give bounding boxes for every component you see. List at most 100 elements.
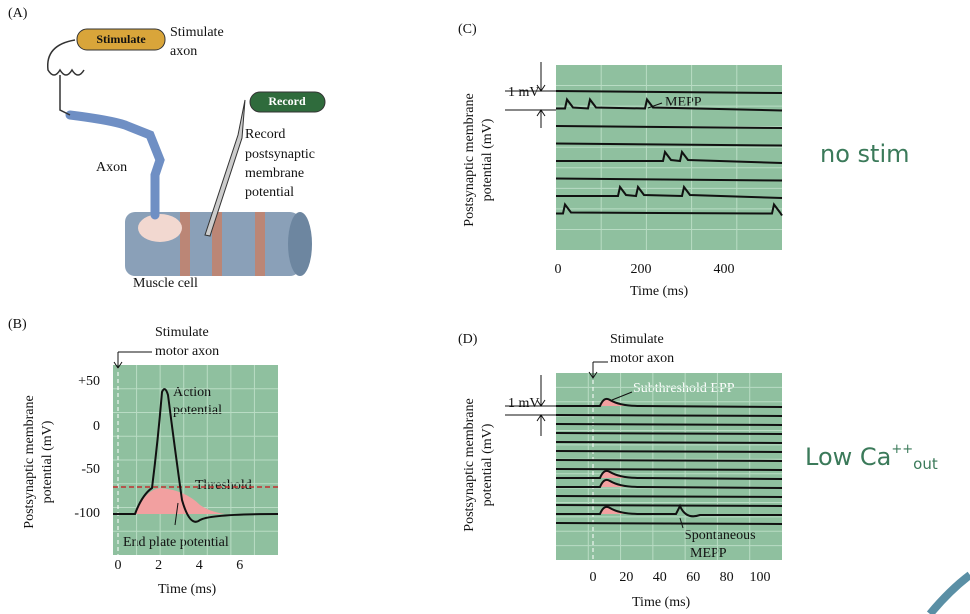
label: Axon <box>96 160 127 175</box>
annotation: Spontaneous <box>684 528 756 543</box>
panel-a-drawing <box>47 28 326 276</box>
trace <box>555 423 783 426</box>
x-label: Time (ms) <box>158 582 217 597</box>
epp-area <box>135 488 225 514</box>
arrow <box>588 361 608 379</box>
trace <box>556 149 783 164</box>
trace <box>555 432 783 435</box>
y-tick-label: -50 <box>81 462 100 477</box>
trace <box>555 459 783 462</box>
trace <box>556 97 783 112</box>
trace <box>556 397 783 408</box>
panel-tag: (D) <box>458 332 478 347</box>
plot-area <box>556 373 782 560</box>
x-tick-label: 4 <box>196 558 203 573</box>
annotation: Action <box>173 385 211 400</box>
panel-tag: (A) <box>8 6 28 21</box>
label: membrane <box>245 166 304 181</box>
trace <box>555 450 783 453</box>
button-label: Stimulate <box>96 32 146 46</box>
label: Stimulate <box>170 25 224 40</box>
scale-bar <box>505 375 556 436</box>
label: motor axon <box>155 344 219 359</box>
y-label: potential (mV) <box>40 420 55 503</box>
trace <box>555 522 783 525</box>
y-label: Postsynaptic membrane <box>22 395 37 528</box>
action-potential-trace <box>113 388 279 523</box>
band <box>255 212 265 276</box>
annotation: Threshold <box>195 478 252 493</box>
y-label: potential (mV) <box>480 423 495 506</box>
trace <box>555 142 783 147</box>
label: Stimulate <box>155 325 209 340</box>
panel-tag: (C) <box>458 22 477 37</box>
y-tick-label: 0 <box>93 419 100 434</box>
y-tick-label: +50 <box>78 374 100 389</box>
trace <box>555 414 783 417</box>
x-tick-label: 0 <box>590 570 597 585</box>
x-tick-label: 6 <box>236 558 243 573</box>
trace <box>555 495 783 498</box>
y-label: Postsynaptic membrane <box>462 93 477 226</box>
record-button <box>249 91 326 113</box>
stim-wire <box>47 39 85 116</box>
label: Muscle cell <box>133 276 198 291</box>
pointer <box>174 502 179 526</box>
annotation: potential <box>173 403 222 418</box>
panel-tag: (B) <box>8 317 27 332</box>
x-tick-label: 40 <box>653 570 667 585</box>
pointer <box>611 391 684 529</box>
x-tick-label: 0 <box>115 558 122 573</box>
trace <box>555 177 783 182</box>
label: Record <box>245 127 285 142</box>
decor <box>926 571 970 614</box>
y-label: potential (mV) <box>480 118 495 201</box>
x-tick-label: 0 <box>555 262 562 277</box>
band <box>180 212 190 276</box>
trace <box>556 469 783 480</box>
trace <box>556 184 783 199</box>
trace <box>556 478 783 489</box>
stimulate-button <box>76 28 166 51</box>
trace <box>556 202 783 217</box>
trace <box>555 504 783 507</box>
side-label: no stim <box>820 140 909 168</box>
trace <box>556 503 782 518</box>
trace <box>555 441 783 444</box>
label: postsynaptic <box>245 147 315 162</box>
x-tick-label: 2 <box>155 558 162 573</box>
button-label: Record <box>268 94 306 108</box>
y-label: Postsynaptic membrane <box>462 398 477 531</box>
text: Low Ca <box>805 443 891 471</box>
muscle-end <box>288 212 312 276</box>
x-tick-label: 20 <box>619 570 633 585</box>
label: potential <box>245 185 294 200</box>
sup: ++ <box>891 442 913 457</box>
scale-label: 1 mV <box>508 396 540 411</box>
annotation: End plate potential <box>123 535 229 550</box>
x-label: Time (ms) <box>630 284 689 299</box>
annotation: MEPP <box>690 546 727 561</box>
trace <box>555 468 783 471</box>
label: Stimulate <box>610 332 664 347</box>
scale-label: 1 mV <box>508 85 540 100</box>
x-tick-label: 60 <box>686 570 700 585</box>
trace <box>555 90 783 94</box>
axon <box>65 110 165 220</box>
trace <box>555 125 783 129</box>
y-tick-label: -100 <box>74 506 100 521</box>
band <box>212 212 222 276</box>
x-tick-label: 80 <box>720 570 734 585</box>
arrow <box>113 351 152 369</box>
x-tick-label: 400 <box>714 262 735 277</box>
annotation: Subthreshold EPP <box>633 381 735 396</box>
side-label: Low Ca++out <box>805 442 938 473</box>
electrode <box>204 99 246 237</box>
scale-bar <box>505 62 556 128</box>
x-tick-label: 100 <box>750 570 771 585</box>
pointer <box>647 102 663 109</box>
x-label: Time (ms) <box>632 595 691 610</box>
label: motor axon <box>610 351 674 366</box>
endplate <box>138 214 182 242</box>
